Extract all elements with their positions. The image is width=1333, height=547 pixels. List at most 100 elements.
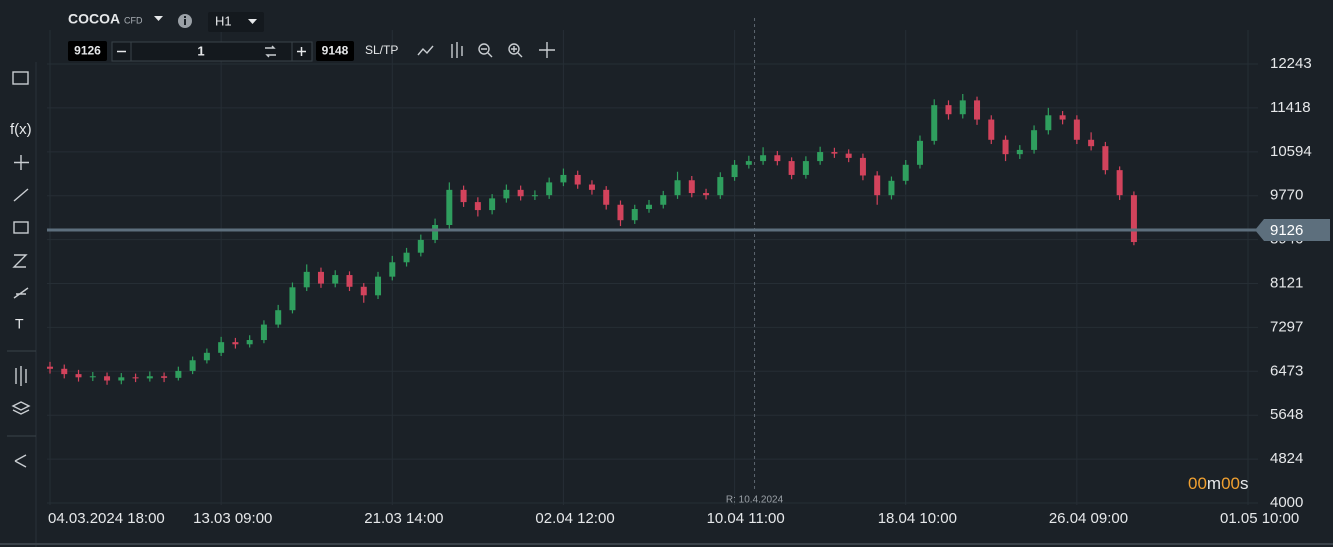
- candle-body: [831, 152, 838, 154]
- candle-body: [1116, 170, 1123, 196]
- channel-tool[interactable]: [13, 287, 29, 299]
- candle-body: [931, 105, 938, 141]
- candle-body: [945, 105, 952, 115]
- x-tick-label: 10.04 11:00: [707, 510, 785, 527]
- zoom-in-icon[interactable]: [508, 43, 520, 55]
- rectangle-tool[interactable]: [13, 221, 29, 234]
- candle-chart-icon[interactable]: [451, 42, 463, 58]
- candle-body: [546, 182, 553, 196]
- candle-body: [703, 193, 710, 196]
- candle-body: [175, 370, 182, 378]
- candle-body: [161, 376, 168, 378]
- x-tick-label: 01.05 10:00: [1220, 510, 1299, 527]
- studies-icon[interactable]: [15, 366, 27, 386]
- candle-body: [360, 286, 367, 296]
- bid-box[interactable]: [68, 41, 107, 61]
- candle-body: [47, 366, 53, 369]
- candle-body: [988, 119, 995, 140]
- candle-body: [788, 161, 795, 175]
- candle-body: [503, 189, 510, 199]
- y-tick-label: 9770: [1270, 187, 1303, 204]
- candle-body: [432, 224, 439, 240]
- x-tick-label: 26.04 09:00: [1049, 510, 1128, 527]
- y-tick-label: 11418: [1270, 99, 1311, 116]
- timer-seconds: 00: [1221, 474, 1240, 493]
- candle-body: [845, 153, 852, 158]
- plot: 1224311418105949770894681217297647356484…: [47, 18, 1330, 527]
- candle-body: [517, 189, 524, 197]
- candle-body: [745, 161, 752, 165]
- swap-icon[interactable]: [265, 45, 276, 58]
- fibonacci-tool[interactable]: [12, 254, 28, 268]
- candle-body: [817, 152, 824, 162]
- candle-body: [403, 252, 410, 263]
- ask-box[interactable]: [316, 41, 354, 61]
- candle-body: [1045, 115, 1052, 131]
- line-chart-icon[interactable]: [417, 45, 434, 56]
- candle-body: [1102, 146, 1109, 171]
- candle-body: [902, 164, 909, 181]
- timer-seconds-unit: s: [1240, 474, 1249, 493]
- candle-body: [1016, 149, 1023, 155]
- candle-body: [1002, 139, 1009, 155]
- last-price-tag: [1255, 219, 1330, 242]
- crosshair-tool[interactable]: [14, 155, 29, 170]
- candle-body: [260, 324, 267, 341]
- line-tool[interactable]: [13, 188, 29, 202]
- last-price-label: 9126: [1270, 222, 1303, 239]
- zoom-out-icon[interactable]: [478, 43, 490, 55]
- quantity-box[interactable]: [111, 41, 313, 62]
- y-tick-label: 7297: [1270, 318, 1303, 335]
- candle-body: [203, 352, 210, 361]
- y-tick-label: 6473: [1270, 362, 1303, 379]
- candle-body: [974, 100, 981, 120]
- candle-body: [75, 374, 82, 378]
- candle-body: [104, 376, 111, 381]
- candle-body: [246, 340, 253, 345]
- candle-body: [574, 174, 581, 185]
- candle-body: [802, 161, 809, 175]
- timeframe-select[interactable]: [208, 12, 264, 32]
- candle-body: [1088, 139, 1095, 147]
- candle-body: [646, 204, 652, 210]
- candle-body: [474, 202, 481, 211]
- x-tick-label: 18.04 10:00: [878, 510, 957, 527]
- candle-body: [1130, 195, 1137, 243]
- candle-body: [760, 155, 767, 162]
- candle-body: [460, 189, 467, 203]
- text-tool[interactable]: T: [15, 316, 24, 332]
- timeframe-dropdown: [248, 19, 257, 24]
- layout-icon[interactable]: [12, 71, 29, 85]
- candle-body: [688, 180, 695, 194]
- layers-icon[interactable]: [11, 401, 31, 415]
- candle-body: [232, 342, 239, 345]
- candle-body: [531, 195, 538, 197]
- candle-body: [375, 276, 382, 296]
- candle-body: [346, 275, 353, 287]
- y-tick-label: 4000: [1270, 494, 1303, 511]
- candle-body: [446, 189, 453, 225]
- symbol[interactable]: COCOA: [68, 11, 120, 27]
- candle-body: [859, 157, 866, 176]
- quantity[interactable]: 1: [197, 43, 204, 58]
- candle-body: [959, 100, 966, 115]
- candle-body: [489, 198, 496, 211]
- indicators-button[interactable]: f(x): [10, 121, 32, 138]
- pan-icon[interactable]: [539, 42, 555, 58]
- symbol-dropdown[interactable]: [154, 16, 163, 21]
- x-tick-label: 04.03.2024 18:00: [48, 510, 165, 527]
- sl-tp-button[interactable]: SL/TP: [365, 43, 398, 57]
- share-icon[interactable]: [14, 454, 27, 468]
- zoom-out-glyph: [481, 48, 493, 58]
- crosshair-label: R: 10.4.2024: [726, 495, 784, 506]
- candle-timer: 00m00s: [1188, 474, 1249, 493]
- y-tick-label: 10594: [1270, 143, 1312, 160]
- x-tick-label: 02.04 12:00: [535, 510, 614, 527]
- info-glyph: [184, 16, 186, 18]
- candle-body: [1031, 130, 1038, 150]
- candle-body: [89, 376, 96, 378]
- candle-body: [660, 195, 667, 205]
- y-tick-label: 5648: [1270, 406, 1303, 423]
- candle-body: [1059, 115, 1066, 120]
- candle-body: [218, 342, 225, 353]
